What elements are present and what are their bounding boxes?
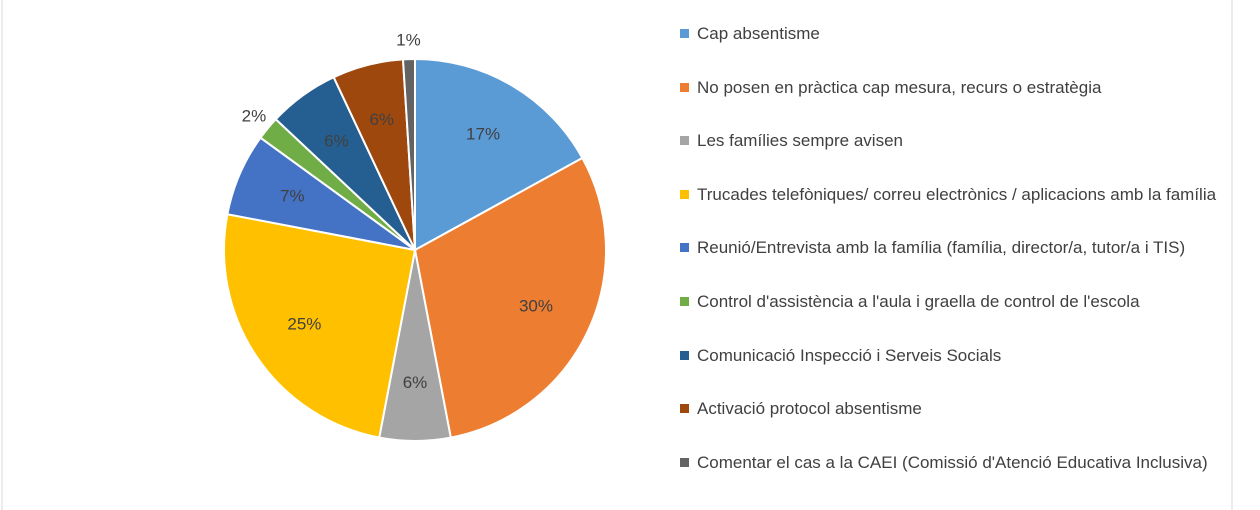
legend-swatch (680, 189, 689, 199)
data-label: 7% (280, 186, 305, 205)
data-label: 1% (396, 31, 421, 50)
legend-item: Activació protocol absentisme (680, 397, 1257, 420)
data-label: 25% (287, 315, 321, 334)
legend-item: Reunió/Entrevista amb la família (famíli… (680, 236, 1257, 259)
legend-label: Comentar el cas a la CAEI (Comissió d'At… (697, 452, 1208, 472)
data-label: 17% (466, 124, 500, 143)
legend-swatch (680, 457, 689, 467)
pie-slice (413, 156, 607, 439)
legend-item: Comentar el cas a la CAEI (Comissió d'At… (680, 451, 1257, 474)
legend-label: Trucades telefòniques/ correu electrònic… (697, 184, 1217, 204)
legend-item: Les famílies sempre avisen (680, 129, 1257, 152)
data-label: 30% (519, 296, 553, 315)
pie-slice (414, 57, 584, 252)
legend-label: Comunicació Inspecció i Serveis Socials (697, 345, 1002, 365)
legend-item: Cap absentisme (680, 22, 1257, 45)
legend-swatch (680, 29, 689, 38)
pie-slice (223, 213, 417, 439)
legend-label: No posen en pràctica cap mesura, recurs … (697, 77, 1102, 97)
legend-swatch (680, 404, 689, 414)
legend-label: Activació protocol absentisme (697, 399, 922, 419)
legend-label: Les famílies sempre avisen (697, 131, 903, 151)
legend-label: Reunió/Entrevista amb la família (famíli… (697, 238, 1186, 258)
data-label: 6% (324, 131, 349, 150)
legend-label: Control d'assistència a l'aula i graella… (697, 292, 1140, 311)
legend-item: Trucades telefòniques/ correu electrònic… (680, 183, 1257, 206)
legend-item: Comunicació Inspecció i Serveis Socials (680, 344, 1257, 367)
legend-swatch (680, 82, 689, 92)
legend-label: Cap absentisme (697, 24, 820, 43)
legend-swatch (680, 243, 689, 253)
data-label: 6% (403, 373, 428, 392)
legend-swatch (680, 136, 689, 146)
legend-item: No posen en pràctica cap mesura, recurs … (680, 76, 1257, 99)
legend-swatch (680, 350, 689, 360)
chart-frame (1, 0, 1233, 510)
legend-item: Control d'assistència a l'aula i graella… (680, 290, 1257, 313)
legend-swatch (680, 297, 689, 306)
pie-slice (401, 57, 416, 251)
data-label: 6% (369, 110, 394, 129)
data-label: 2% (242, 106, 267, 125)
